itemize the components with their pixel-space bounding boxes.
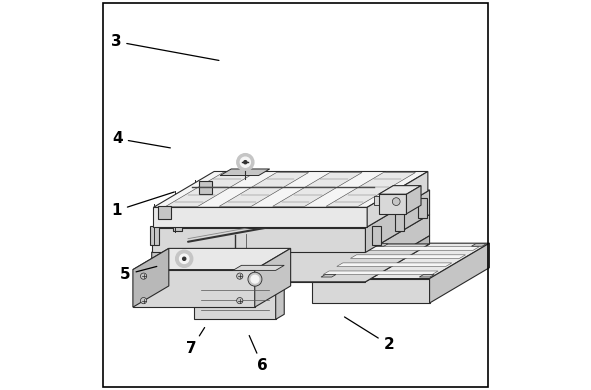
Polygon shape <box>255 248 291 307</box>
Circle shape <box>141 298 147 304</box>
Polygon shape <box>152 252 365 274</box>
Circle shape <box>392 198 400 206</box>
Polygon shape <box>419 275 434 277</box>
Text: 4: 4 <box>112 131 170 148</box>
Polygon shape <box>312 278 430 303</box>
Polygon shape <box>367 172 428 227</box>
Circle shape <box>243 161 247 164</box>
Polygon shape <box>154 172 428 207</box>
Polygon shape <box>430 243 489 303</box>
Polygon shape <box>365 236 430 282</box>
Polygon shape <box>350 255 466 258</box>
Polygon shape <box>152 244 430 282</box>
Polygon shape <box>323 271 438 275</box>
Text: 2: 2 <box>345 317 394 352</box>
Polygon shape <box>220 169 269 176</box>
Text: 1: 1 <box>112 192 174 218</box>
Circle shape <box>141 273 147 279</box>
Polygon shape <box>357 216 417 249</box>
Polygon shape <box>133 269 255 307</box>
Polygon shape <box>171 243 359 246</box>
Polygon shape <box>309 192 377 226</box>
Polygon shape <box>172 192 240 226</box>
Polygon shape <box>152 215 216 274</box>
Text: 7: 7 <box>186 328 204 356</box>
Polygon shape <box>200 225 388 229</box>
Circle shape <box>251 275 259 283</box>
Polygon shape <box>199 181 212 194</box>
Polygon shape <box>150 225 158 245</box>
Polygon shape <box>133 248 291 269</box>
Circle shape <box>236 273 243 279</box>
Polygon shape <box>152 228 365 252</box>
Polygon shape <box>472 244 486 246</box>
Circle shape <box>248 272 262 286</box>
Polygon shape <box>169 216 229 249</box>
Polygon shape <box>407 186 421 214</box>
Polygon shape <box>152 215 430 252</box>
Polygon shape <box>365 215 430 274</box>
Polygon shape <box>133 248 169 307</box>
Polygon shape <box>321 275 336 277</box>
Polygon shape <box>373 244 388 246</box>
Polygon shape <box>188 216 248 249</box>
Polygon shape <box>219 172 309 206</box>
Polygon shape <box>348 192 415 226</box>
Polygon shape <box>374 195 406 206</box>
Polygon shape <box>379 194 407 214</box>
Text: 3: 3 <box>111 34 219 60</box>
Polygon shape <box>154 207 367 227</box>
Polygon shape <box>337 263 452 266</box>
Polygon shape <box>166 172 255 206</box>
Polygon shape <box>372 225 381 245</box>
Polygon shape <box>272 172 362 206</box>
Text: 6: 6 <box>249 335 268 374</box>
Circle shape <box>180 254 189 263</box>
Circle shape <box>176 250 193 267</box>
Polygon shape <box>209 192 277 226</box>
Polygon shape <box>194 284 275 319</box>
Polygon shape <box>233 265 284 270</box>
Polygon shape <box>152 190 430 228</box>
Polygon shape <box>194 278 284 284</box>
Polygon shape <box>379 186 421 194</box>
Polygon shape <box>364 247 479 250</box>
Polygon shape <box>312 243 489 278</box>
Polygon shape <box>395 212 404 232</box>
Polygon shape <box>326 172 415 206</box>
Circle shape <box>183 257 186 261</box>
Polygon shape <box>186 234 374 238</box>
Polygon shape <box>337 216 398 249</box>
Text: 5: 5 <box>120 266 157 282</box>
Circle shape <box>236 298 243 304</box>
Circle shape <box>237 154 254 171</box>
Polygon shape <box>158 206 171 219</box>
Polygon shape <box>173 212 181 232</box>
Polygon shape <box>152 274 365 282</box>
Polygon shape <box>365 190 430 252</box>
Polygon shape <box>215 217 403 221</box>
Circle shape <box>241 157 251 167</box>
Polygon shape <box>275 278 284 319</box>
Polygon shape <box>418 198 427 218</box>
Polygon shape <box>196 198 204 218</box>
